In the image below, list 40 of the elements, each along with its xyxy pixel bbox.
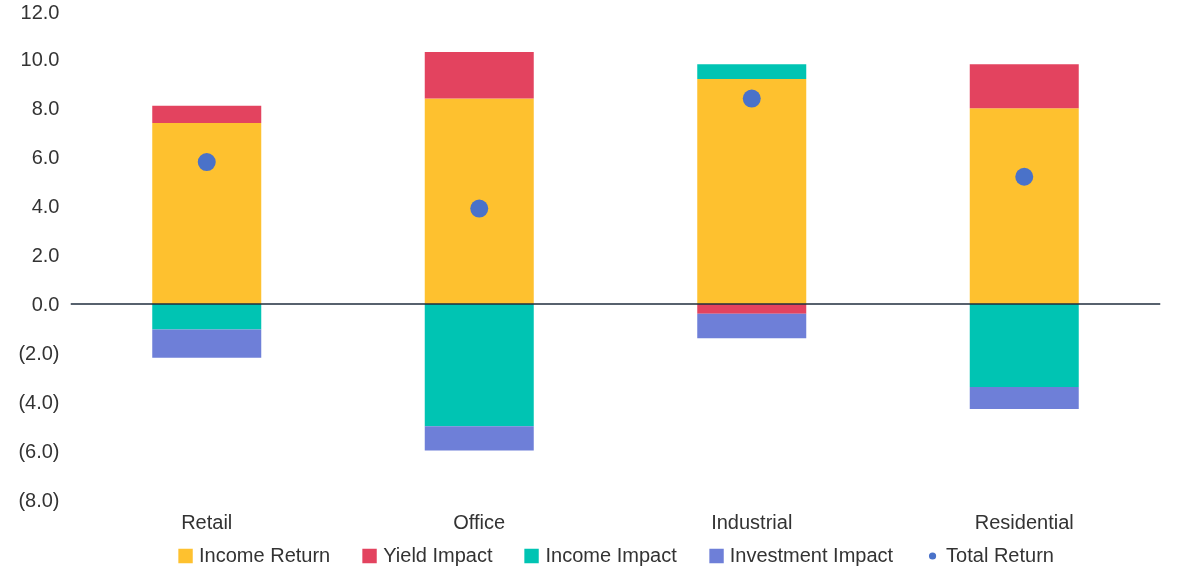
bar	[424, 303, 534, 427]
legend-label: Yield Impact	[383, 543, 493, 567]
point	[1015, 167, 1034, 186]
y-tick-label: 12.0	[20, 0, 60, 23]
bar	[424, 98, 534, 304]
y-tick-label: 8.0	[31, 97, 60, 120]
bar	[969, 303, 1079, 388]
bar	[424, 52, 534, 99]
bar	[697, 303, 807, 314]
y-tick-label: 0.0	[31, 292, 60, 315]
bar	[969, 387, 1079, 410]
legend-label: Total Return	[946, 543, 1054, 567]
y-tick-label: 10.0	[20, 48, 60, 71]
bar	[152, 105, 262, 123]
y-tick-label: (2.0)	[18, 341, 60, 364]
legend-label: Income Impact	[545, 543, 677, 567]
bar	[424, 426, 534, 451]
x-tick-label: Office	[453, 510, 506, 533]
y-tick-label: 4.0	[31, 195, 60, 218]
bar	[152, 329, 262, 358]
bar	[969, 108, 1079, 304]
y-tick-label: (8.0)	[18, 488, 60, 511]
bar	[152, 303, 262, 330]
point	[742, 89, 761, 108]
bar	[152, 122, 262, 304]
y-tick-label: 2.0	[31, 244, 60, 266]
y-tick-label: (6.0)	[18, 439, 60, 462]
point	[197, 153, 216, 172]
point	[470, 199, 489, 218]
bar	[969, 64, 1079, 109]
y-tick-label: (4.0)	[18, 390, 60, 413]
legend-label: Income Return	[199, 543, 331, 567]
bar	[697, 313, 807, 339]
y-tick-label: 6.0	[31, 146, 60, 169]
x-tick-label: Industrial	[711, 510, 793, 533]
bar	[697, 78, 807, 304]
x-tick-label: Retail	[181, 510, 233, 533]
legend-label: Investment Impact	[729, 543, 894, 567]
bar	[697, 64, 807, 79]
x-tick-label: Residential	[974, 510, 1074, 533]
